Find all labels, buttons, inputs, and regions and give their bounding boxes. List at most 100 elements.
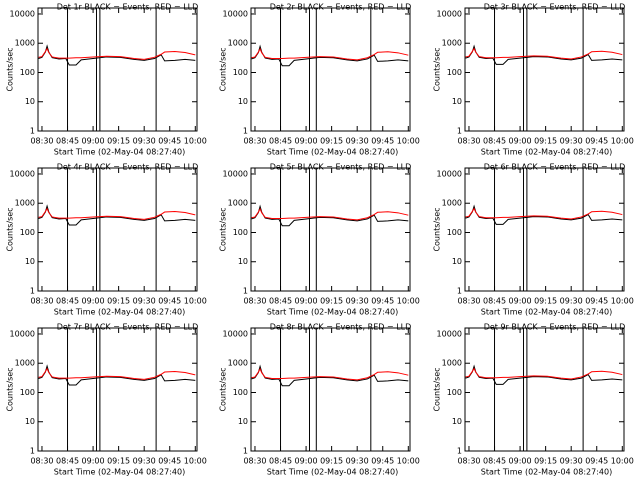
y-tick-label: 1 xyxy=(457,287,462,296)
x-tick-label: 10:00 xyxy=(611,457,634,466)
y-tick-label: 10 xyxy=(238,97,248,106)
plot-frame xyxy=(250,167,411,292)
x-tick-label: 09:45 xyxy=(371,457,394,466)
series-line xyxy=(38,207,196,220)
y-tick-label: 100 xyxy=(233,228,248,237)
y-tick-label: 1 xyxy=(30,127,35,136)
panel: Det 6r BLACK = Events, RED = LLD Start Ti… xyxy=(433,163,634,317)
x-tick-label: 09:15 xyxy=(534,137,557,146)
y-tick-label: 1000 xyxy=(228,359,248,368)
x-tick-label: 09:45 xyxy=(158,457,181,466)
chart-title: Det 6r BLACK = Events, RED = LLD xyxy=(484,163,626,172)
x-tick-label: 09:45 xyxy=(585,137,608,146)
y-axis-label: Counts/sec xyxy=(219,367,228,411)
y-tick-label: 1000 xyxy=(442,39,462,48)
y-tick-label: 100 xyxy=(447,388,462,397)
x-tick-label: 10:00 xyxy=(397,457,420,466)
panel: Det 5r BLACK = Events, RED = LLD Start Ti… xyxy=(219,163,420,317)
y-axis-label: Counts/sec xyxy=(6,47,15,91)
x-tick-label: 09:00 xyxy=(82,297,105,306)
panel: Det 7r BLACK = Events, RED = LLD Start Ti… xyxy=(6,323,207,477)
chart-title: Det 8r BLACK = Events, RED = LLD xyxy=(270,323,412,332)
plot-frame xyxy=(37,327,198,452)
y-tick-label: 10 xyxy=(238,257,248,266)
x-tick-label: 08:30 xyxy=(243,137,266,146)
x-tick-label: 09:30 xyxy=(346,297,369,306)
x-tick-label: 09:15 xyxy=(107,297,130,306)
series-line xyxy=(465,207,623,220)
x-tick-label: 09:00 xyxy=(82,457,105,466)
y-tick-label: 10000 xyxy=(223,169,248,178)
y-tick-label: 1 xyxy=(243,127,248,136)
x-tick-label: 09:30 xyxy=(560,297,583,306)
series-line xyxy=(465,364,623,385)
x-tick-label: 08:30 xyxy=(30,297,53,306)
x-tick-label: 08:45 xyxy=(269,137,292,146)
panel: Det 3r BLACK = Events, RED = LLD Start Ti… xyxy=(433,3,634,157)
y-tick-label: 100 xyxy=(233,388,248,397)
x-tick-label: 08:30 xyxy=(243,297,266,306)
y-tick-label: 10000 xyxy=(223,329,248,338)
x-tick-label: 10:00 xyxy=(184,457,207,466)
x-axis-label: Start Time (02-May-04 08:27:40) xyxy=(54,308,185,317)
chart-title: Det 4r BLACK = Events, RED = LLD xyxy=(57,163,199,172)
y-tick-label: 10000 xyxy=(223,9,248,18)
plot-frame xyxy=(250,327,411,452)
y-tick-label: 1000 xyxy=(228,39,248,48)
y-tick-label: 10 xyxy=(452,417,462,426)
x-tick-label: 08:45 xyxy=(56,137,79,146)
y-tick-label: 10 xyxy=(25,257,35,266)
x-tick-label: 08:30 xyxy=(457,457,480,466)
plot-frame xyxy=(464,327,625,452)
x-tick-label: 08:45 xyxy=(483,457,506,466)
plot-frame xyxy=(37,167,198,292)
x-tick-label: 09:45 xyxy=(371,297,394,306)
x-tick-label: 08:30 xyxy=(30,457,53,466)
y-tick-label: 1000 xyxy=(442,199,462,208)
y-tick-label: 1 xyxy=(243,287,248,296)
x-tick-label: 10:00 xyxy=(184,137,207,146)
y-axis-label: Counts/sec xyxy=(219,47,228,91)
x-axis-label: Start Time (02-May-04 08:27:40) xyxy=(267,468,398,477)
x-tick-label: 09:00 xyxy=(82,137,105,146)
y-tick-label: 10 xyxy=(25,417,35,426)
y-tick-label: 100 xyxy=(233,68,248,77)
y-tick-label: 1 xyxy=(243,447,248,456)
panel: Det 8r BLACK = Events, RED = LLD Start Ti… xyxy=(219,323,420,477)
y-tick-label: 10000 xyxy=(437,169,462,178)
y-tick-label: 1 xyxy=(30,447,35,456)
series-line xyxy=(251,204,409,227)
y-tick-label: 1000 xyxy=(15,199,35,208)
y-axis-label: Counts/sec xyxy=(6,367,15,411)
y-tick-label: 10000 xyxy=(10,169,35,178)
x-tick-label: 09:30 xyxy=(560,457,583,466)
series-line xyxy=(465,44,623,65)
series-line xyxy=(465,367,623,380)
x-axis-label: Start Time (02-May-04 08:27:40) xyxy=(267,308,398,317)
y-tick-label: 10 xyxy=(25,97,35,106)
x-tick-label: 08:30 xyxy=(457,137,480,146)
x-axis-label: Start Time (02-May-04 08:27:40) xyxy=(481,148,612,157)
x-tick-label: 08:45 xyxy=(56,457,79,466)
x-tick-label: 09:15 xyxy=(320,137,343,146)
x-tick-label: 09:30 xyxy=(346,137,369,146)
series-line xyxy=(465,47,623,60)
series-line xyxy=(38,44,196,66)
plot-frame xyxy=(464,7,625,132)
y-tick-label: 100 xyxy=(447,68,462,77)
x-tick-label: 08:45 xyxy=(269,457,292,466)
series-line xyxy=(38,364,196,386)
x-tick-label: 08:45 xyxy=(269,297,292,306)
y-tick-label: 1000 xyxy=(15,39,35,48)
series-line xyxy=(251,47,409,61)
y-tick-label: 1000 xyxy=(228,199,248,208)
x-axis-label: Start Time (02-May-04 08:27:40) xyxy=(481,468,612,477)
series-line xyxy=(38,47,196,60)
chart-title: Det 5r BLACK = Events, RED = LLD xyxy=(270,163,412,172)
panel: Det 1r BLACK = Events, RED = LLD Start Ti… xyxy=(6,3,207,157)
x-tick-label: 09:30 xyxy=(133,457,156,466)
y-tick-label: 1000 xyxy=(442,359,462,368)
x-tick-label: 09:30 xyxy=(346,457,369,466)
x-tick-label: 08:30 xyxy=(243,457,266,466)
